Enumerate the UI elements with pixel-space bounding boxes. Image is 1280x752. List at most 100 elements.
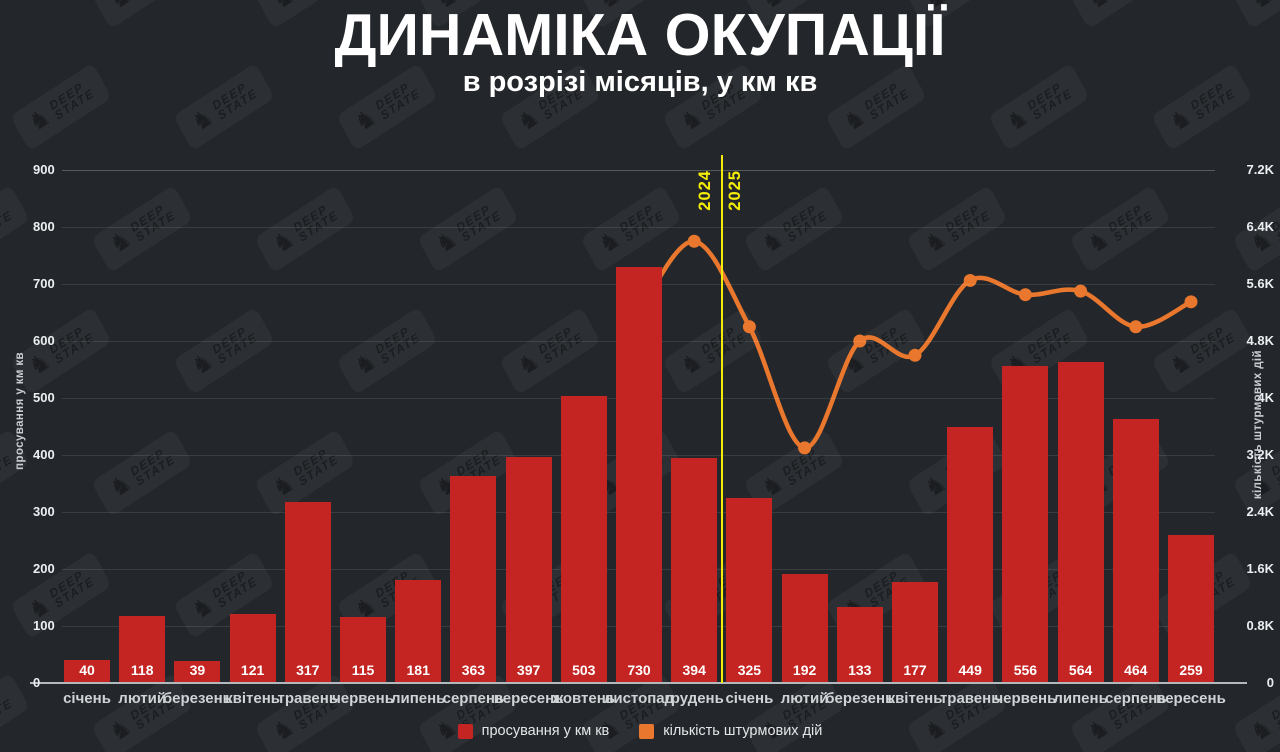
right-axis-tick: 6.4K	[1246, 219, 1274, 234]
x-axis-label-20: вересень	[1156, 690, 1226, 707]
x-axis-label-2: березень	[162, 690, 232, 707]
legend-item-advance: просування у км кв	[457, 723, 610, 739]
x-axis-label-16: травень	[939, 690, 1001, 707]
bar-value-label: 39	[189, 662, 206, 678]
bar-серпень-19	[1112, 418, 1159, 682]
x-axis-label-1: лютий	[118, 690, 167, 707]
bar-value-label: 449	[958, 662, 982, 678]
bar-березень-2	[174, 660, 221, 682]
bar-value-label: 181	[406, 662, 430, 678]
chart-title: ДИНАМІКА ОКУПАЦІЇ	[334, 2, 946, 68]
bar-value-label: 363	[461, 662, 486, 678]
bar-вересень-8	[505, 456, 552, 682]
bar-вересень-20	[1168, 535, 1214, 682]
gridline-800	[62, 226, 1215, 228]
gridline-900	[62, 169, 1215, 171]
x-axis-label-13: лютий	[780, 690, 829, 707]
bar-value-label: 133	[848, 662, 872, 678]
chart-header: ДИНАМІКА ОКУПАЦІЇ в розрізі місяців, у к…	[0, 4, 1280, 98]
left-axis-tick: 700	[33, 276, 55, 291]
bar-value-label: 259	[1179, 662, 1203, 678]
left-axis-tick: 900	[33, 162, 55, 177]
x-axis-label-14: березень	[825, 690, 895, 707]
bar-грудень-11	[671, 458, 718, 682]
bar-value-label: 325	[737, 662, 762, 678]
right-axis-tick: 3.2K	[1246, 447, 1274, 462]
left-axis-tick: 300	[33, 504, 55, 519]
bar-series-swatch-icon	[457, 723, 473, 739]
x-axis-label-10: листопад	[603, 690, 675, 707]
bar-value-label: 121	[240, 662, 265, 678]
bar-квітень-3	[229, 614, 276, 682]
bar-value-label: 730	[627, 662, 651, 678]
line-data-point	[1184, 295, 1198, 309]
x-axis-label-0: січень	[63, 690, 111, 707]
x-axis-label-5: червень	[332, 690, 394, 707]
legend-item-assaults: кількість штурмових дій	[639, 723, 822, 739]
legend-label-advance: просування у км кв	[481, 723, 610, 739]
bar-value-label: 556	[1013, 662, 1038, 678]
left-axis-tick: 0	[33, 675, 41, 690]
bar-серпень-7	[450, 476, 497, 682]
bar-квітень-15	[892, 582, 938, 682]
x-axis-label-12: січень	[725, 690, 774, 707]
right-axis-tick: 1.6K	[1246, 561, 1274, 576]
bar-value-label: 397	[516, 662, 541, 678]
bar-value-label: 503	[572, 662, 596, 678]
right-axis-title: кількість штурмових дій	[1252, 350, 1264, 500]
left-axis-tick: 800	[33, 219, 55, 234]
x-axis-label-3: квітень	[225, 690, 281, 707]
x-axis-label-6: липень	[390, 690, 446, 707]
line-data-point	[1129, 320, 1143, 334]
line-data-point	[742, 320, 756, 334]
x-axis-label-17: червень	[994, 690, 1057, 707]
right-axis-tick: 5.6K	[1246, 276, 1274, 291]
x-axis-label-8: вересень	[493, 690, 564, 707]
line-data-point	[908, 348, 922, 362]
legend: просування у км кв кількість штурмових д…	[0, 723, 1280, 739]
bar-value-label: 40	[79, 662, 95, 678]
bar-value-label: 115	[351, 662, 375, 678]
right-axis-tick: 4K	[1257, 390, 1274, 405]
left-axis-tick: 200	[33, 561, 55, 576]
bar-value-label: 564	[1068, 662, 1093, 678]
bar-value-label: 192	[792, 662, 817, 678]
bar-березень-14	[836, 607, 883, 682]
bar-травень-16	[947, 427, 994, 682]
line-series-swatch-icon	[639, 723, 655, 739]
x-axis-label-19: серпень	[1105, 690, 1167, 707]
year-label-2025: 2025	[726, 170, 744, 211]
bar-липень-6	[395, 579, 442, 682]
bar-лютий-1	[119, 615, 166, 682]
bar-value-label: 317	[296, 662, 320, 678]
bar-лютий-13	[781, 573, 828, 682]
legend-label-assaults: кількість штурмових дій	[663, 723, 823, 739]
left-axis-title: просування у км кв	[14, 352, 26, 470]
left-axis-tick: 600	[33, 333, 55, 348]
right-axis-tick: 7.2K	[1246, 162, 1274, 177]
bar-червень-5	[340, 617, 386, 682]
bar-червень-17	[1002, 366, 1049, 682]
left-axis-tick: 500	[33, 390, 55, 405]
line-data-point	[963, 273, 977, 287]
left-axis-tick: 100	[33, 618, 55, 633]
x-axis-line	[30, 682, 1247, 684]
right-axis-tick: 0.8K	[1246, 618, 1274, 633]
chart-subtitle: в розрізі місяців, у км кв	[462, 66, 818, 98]
right-axis-tick: 2.4K	[1246, 504, 1274, 519]
x-axis-label-7: серпень	[442, 690, 505, 707]
line-data-point	[1074, 284, 1088, 298]
bar-value-label: 464	[1124, 662, 1148, 678]
bar-січень-0	[64, 660, 110, 682]
left-axis-tick: 400	[33, 447, 55, 462]
year-divider-line	[720, 155, 723, 683]
bar-листопад-10	[616, 266, 662, 682]
right-axis-tick: 4.8K	[1246, 333, 1274, 348]
x-axis-label-4: травень	[277, 690, 339, 707]
bar-жовтень-9	[560, 396, 607, 682]
line-data-point	[798, 441, 812, 455]
line-data-point	[1018, 288, 1032, 302]
x-axis-label-18: липень	[1053, 690, 1108, 707]
